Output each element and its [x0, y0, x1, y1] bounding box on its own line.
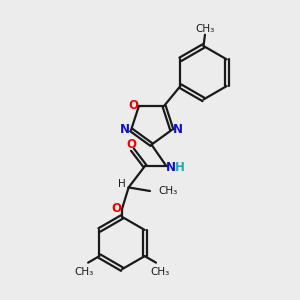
Text: CH₃: CH₃ — [74, 267, 94, 278]
Text: O: O — [111, 202, 121, 215]
Text: CH₃: CH₃ — [151, 267, 170, 278]
Text: O: O — [126, 138, 136, 151]
Text: CH₃: CH₃ — [158, 186, 178, 196]
Text: H: H — [118, 179, 126, 189]
Text: N: N — [173, 123, 183, 136]
Text: H: H — [175, 161, 185, 174]
Text: O: O — [129, 99, 139, 112]
Text: CH₃: CH₃ — [195, 24, 214, 34]
Text: N: N — [166, 161, 176, 174]
Text: N: N — [120, 123, 130, 136]
